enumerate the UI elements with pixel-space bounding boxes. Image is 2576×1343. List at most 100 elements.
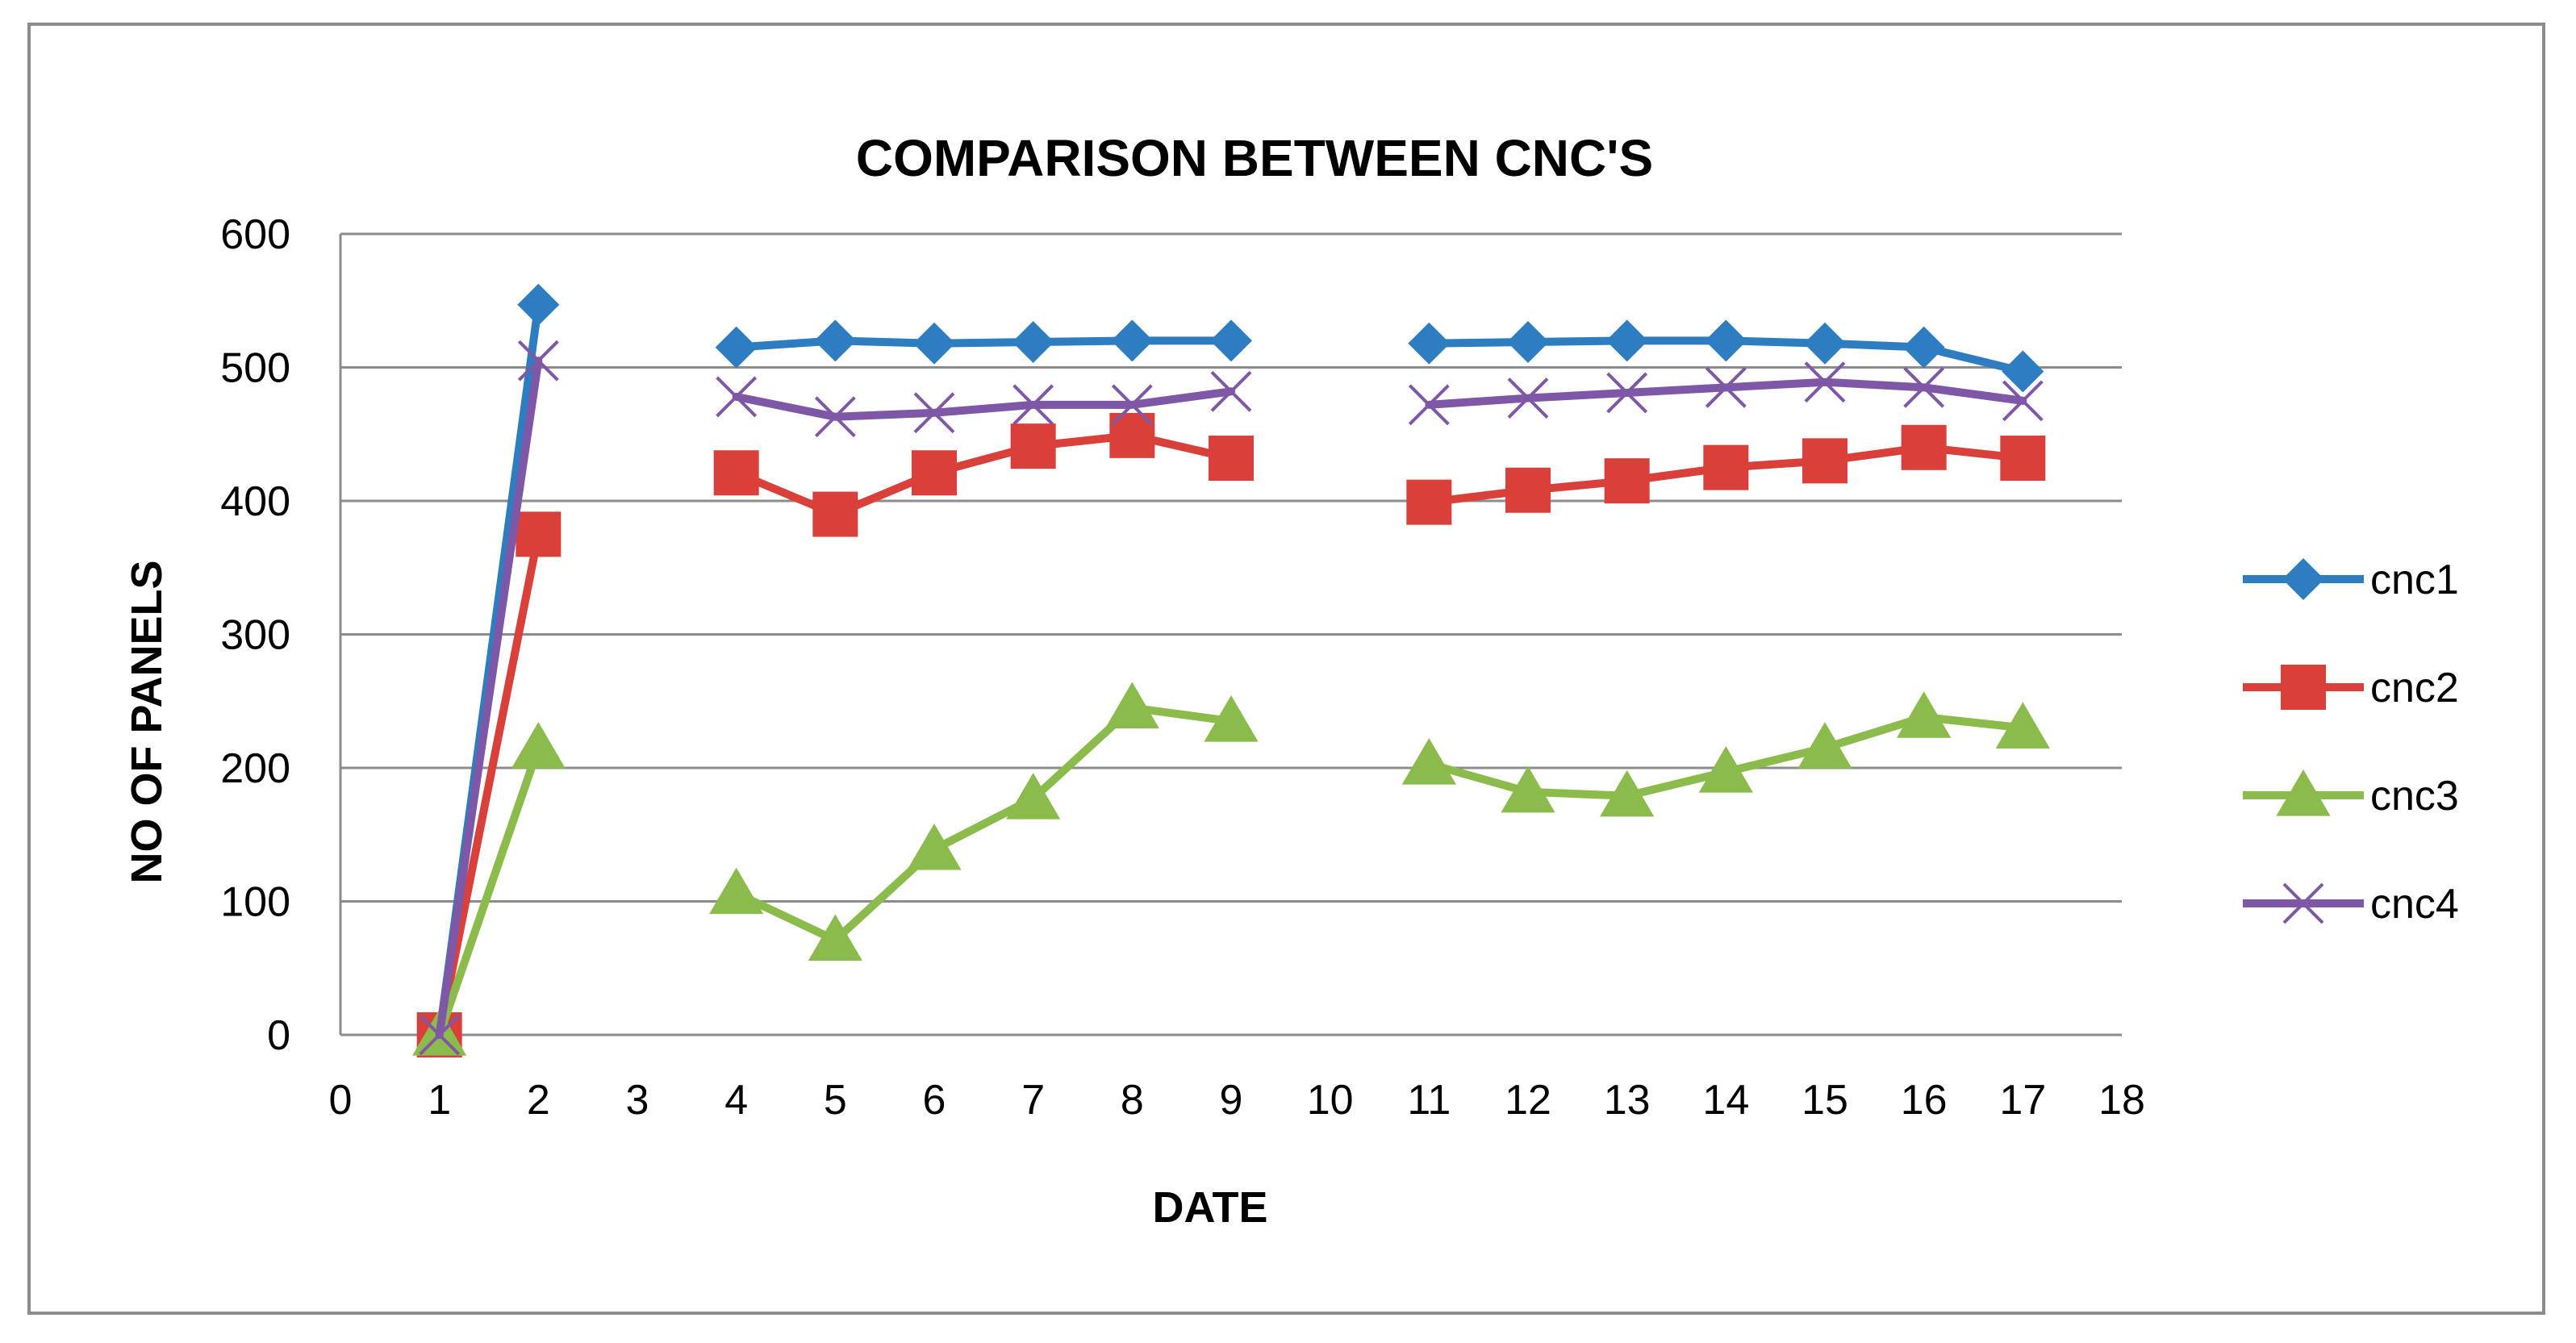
cnc1-point bbox=[1012, 321, 1054, 364]
cnc4-line bbox=[435, 357, 543, 1039]
cnc4-point bbox=[716, 376, 758, 418]
cnc1-point bbox=[1111, 319, 1154, 362]
cnc1-point bbox=[1804, 322, 1846, 365]
cnc4-point bbox=[1210, 370, 1252, 412]
cnc2-point bbox=[1505, 467, 1551, 513]
cnc4-point bbox=[1606, 372, 1648, 414]
legend: cnc1 cnc2 cnc3 cnc4 bbox=[2243, 557, 2459, 928]
x-tick-label: 0 bbox=[329, 1077, 353, 1124]
cnc4-point bbox=[814, 396, 856, 438]
cnc4-point bbox=[2002, 380, 2044, 422]
series-cnc4 bbox=[419, 340, 2044, 1056]
legend-label: cnc2 bbox=[2370, 665, 2459, 711]
y-tick-label: 100 bbox=[220, 879, 290, 926]
cnc3-point bbox=[1104, 682, 1159, 729]
cnc4-point bbox=[1507, 377, 1549, 419]
x-tick-label: 5 bbox=[824, 1077, 847, 1124]
y-tick-label: 300 bbox=[220, 612, 290, 659]
cnc3-point bbox=[1897, 691, 1952, 738]
cnc4-point bbox=[1903, 366, 1945, 408]
cnc2-point bbox=[1901, 424, 1947, 470]
legend-swatch-marker bbox=[2282, 558, 2324, 600]
cnc4-point bbox=[1111, 384, 1153, 426]
chart-title: COMPARISON BETWEEN CNC'S bbox=[856, 129, 1653, 187]
legend-item-cnc2: cnc2 bbox=[2243, 665, 2459, 711]
x-tick-label: 18 bbox=[2098, 1077, 2145, 1124]
cnc3-point bbox=[1204, 695, 1259, 742]
cnc1-point bbox=[1902, 326, 1945, 369]
series-cnc1 bbox=[418, 283, 2044, 1056]
x-axis-title: DATE bbox=[1153, 1183, 1268, 1232]
cnc1-point bbox=[1605, 319, 1648, 362]
cnc3-point bbox=[1995, 702, 2050, 749]
cnc3-line bbox=[732, 703, 1235, 945]
legend-item-cnc1: cnc1 bbox=[2243, 557, 2459, 603]
cnc2-point bbox=[1802, 438, 1847, 484]
x-tick-label: 8 bbox=[1121, 1077, 1144, 1124]
x-tick-label: 10 bbox=[1307, 1077, 1354, 1124]
x-tick-label: 6 bbox=[923, 1077, 946, 1124]
cnc1-point bbox=[1705, 319, 1747, 362]
cnc4-point bbox=[1804, 361, 1846, 403]
y-tick-label: 0 bbox=[267, 1012, 290, 1059]
x-tick-label: 7 bbox=[1021, 1077, 1045, 1124]
cnc3-point bbox=[1006, 773, 1061, 820]
cnc4-point bbox=[1408, 384, 1450, 426]
cnc3-point bbox=[511, 722, 566, 769]
cnc2-point bbox=[1703, 444, 1749, 490]
legend-label: cnc4 bbox=[2370, 881, 2459, 928]
cnc2-point bbox=[1406, 479, 1452, 525]
legend-swatch-marker bbox=[2281, 665, 2326, 710]
x-tick-label: 14 bbox=[1702, 1077, 1749, 1124]
cnc4-line bbox=[732, 387, 1235, 421]
cnc4-point bbox=[1012, 384, 1054, 426]
y-axis-title: NO OF PANELS bbox=[123, 560, 171, 883]
cnc3-point bbox=[1501, 765, 1555, 813]
legend-item-cnc3: cnc3 bbox=[2243, 770, 2459, 820]
cnc3-point bbox=[1797, 722, 1852, 769]
y-tick-label: 500 bbox=[220, 345, 290, 392]
cnc2-point bbox=[713, 450, 759, 496]
legend-label: cnc3 bbox=[2370, 773, 2459, 820]
cnc3-point bbox=[808, 914, 862, 961]
cnc1-point bbox=[715, 326, 758, 369]
x-tick-label: 17 bbox=[1999, 1077, 2046, 1124]
cnc1-point bbox=[1408, 322, 1451, 365]
cnc2-line bbox=[732, 431, 1235, 519]
cnc2-point bbox=[1209, 436, 1254, 482]
cnc2-line bbox=[435, 530, 543, 1039]
legend-swatch-marker bbox=[2282, 882, 2324, 924]
cnc2-point bbox=[912, 450, 957, 496]
x-tick-label: 2 bbox=[527, 1077, 550, 1124]
cnc3-point bbox=[1698, 745, 1753, 793]
legend-swatch-marker bbox=[2276, 770, 2331, 816]
cnc3-point bbox=[907, 823, 962, 870]
cnc4-point bbox=[1705, 366, 1747, 408]
cnc3-point bbox=[1401, 738, 1456, 785]
legend-label: cnc1 bbox=[2370, 557, 2459, 603]
cnc2-point bbox=[1010, 423, 1056, 469]
x-tick-label: 13 bbox=[1604, 1077, 1651, 1124]
cnc1-point bbox=[1507, 321, 1549, 364]
series bbox=[412, 283, 2050, 1057]
legend-item-cnc4: cnc4 bbox=[2243, 881, 2459, 928]
axes bbox=[339, 234, 2122, 1036]
cnc3-point bbox=[709, 867, 764, 915]
y-tick-label: 400 bbox=[220, 478, 290, 525]
cnc4-point bbox=[913, 392, 955, 434]
x-tick-label: 15 bbox=[1802, 1077, 1848, 1124]
cnc2-point bbox=[812, 491, 858, 537]
y-tick-label: 200 bbox=[220, 745, 290, 792]
y-tick-label: 600 bbox=[220, 211, 290, 258]
x-tick-label: 16 bbox=[1901, 1077, 1948, 1124]
cnc1-point bbox=[2002, 350, 2044, 393]
x-tick-label: 4 bbox=[724, 1077, 748, 1124]
cnc4-point bbox=[419, 1014, 461, 1056]
cnc1-line bbox=[732, 336, 1235, 352]
x-tick-label: 3 bbox=[626, 1077, 649, 1124]
x-tick-label: 12 bbox=[1505, 1077, 1551, 1124]
series-cnc2 bbox=[416, 412, 2046, 1057]
cnc1-point bbox=[814, 319, 857, 362]
